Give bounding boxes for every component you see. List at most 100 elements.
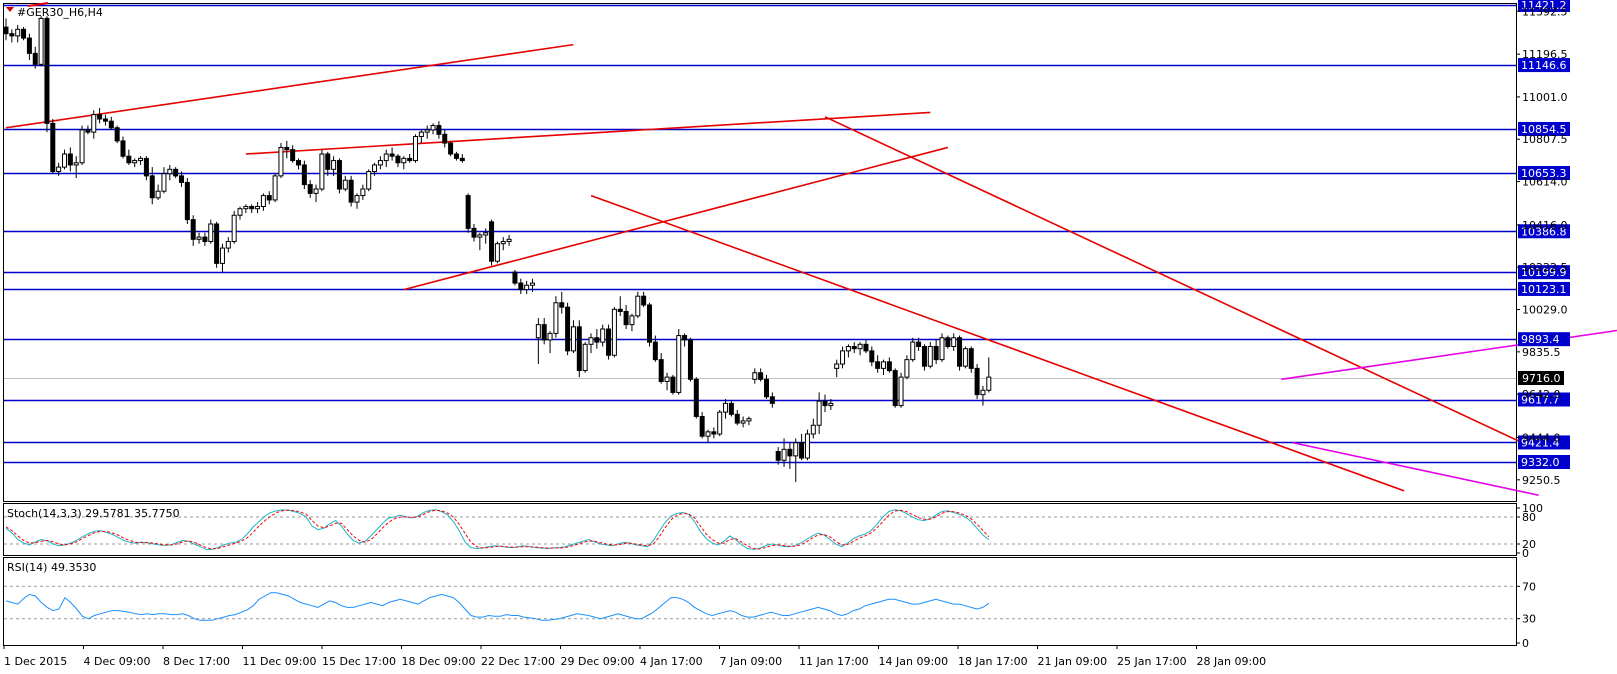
price-tick-label: 10222.5: [1522, 261, 1568, 274]
candle-bull: [752, 372, 758, 380]
candle-bull: [845, 346, 851, 352]
candle-bear: [728, 402, 734, 415]
level-label-box: [1518, 392, 1570, 407]
candle-bull: [962, 348, 968, 367]
candle-bull: [810, 424, 816, 435]
candle-bear: [249, 206, 255, 210]
candle-bull: [781, 448, 787, 461]
candle-bull: [717, 411, 723, 435]
candle-bear: [565, 306, 571, 352]
candle-bull: [834, 363, 840, 369]
candle-bull: [225, 241, 231, 249]
candle-bear: [787, 448, 793, 457]
level-label: 11421.2: [1521, 0, 1567, 12]
candle-bear: [407, 157, 413, 162]
candle-bear: [448, 142, 454, 155]
candle-bull: [319, 153, 325, 190]
candle-bear: [149, 175, 155, 199]
candle-bull: [255, 206, 261, 210]
candle-bull: [383, 153, 389, 162]
candle-bear: [869, 350, 875, 363]
level-label: 11146.6: [1521, 59, 1567, 72]
level-label-box: [1518, 332, 1570, 347]
time-tick-label: 1 Dec 2015: [4, 655, 67, 668]
candle-bull: [15, 28, 21, 37]
candle-bear: [851, 346, 857, 350]
stoch-tick-label: 20: [1522, 538, 1536, 551]
price-tick-label: 11392.5: [1522, 5, 1568, 18]
candle-bull: [980, 389, 986, 396]
trendline-red: [403, 146, 949, 291]
candle-bull: [401, 157, 407, 164]
candle-bear: [266, 195, 272, 201]
candle-bull: [524, 284, 530, 291]
candle-bull: [553, 302, 559, 334]
triangle-down-icon[interactable]: [6, 7, 14, 12]
candle-bear: [799, 442, 805, 459]
level-label-box: [1518, 121, 1570, 136]
candle-bull: [793, 442, 799, 457]
candle-bear: [97, 114, 103, 120]
candle-bull: [38, 17, 44, 65]
candle-bear: [184, 181, 190, 221]
candle-bull: [881, 361, 886, 369]
time-tick-label: 25 Jan 17:00: [1117, 655, 1187, 668]
time-tick-label: 15 Dec 17:00: [322, 655, 396, 668]
level-label: 9421.4: [1521, 436, 1560, 449]
candle-bull: [413, 136, 418, 162]
candle-bull: [354, 195, 360, 203]
candle-bull: [342, 179, 348, 190]
candle-bull: [804, 433, 810, 459]
candle-bull: [500, 241, 506, 245]
candle-bear: [3, 26, 9, 35]
price-labels: 11421.2 11146.6 10854.5 10653.3 10386.8 10199…: [1518, 0, 1570, 469]
candle-bear: [442, 133, 448, 144]
candle-bear: [471, 227, 477, 238]
candle-bear: [290, 149, 296, 162]
candle-bull: [430, 125, 436, 131]
candle-bull: [73, 162, 79, 166]
candle-bear: [968, 348, 974, 369]
candle-bear: [512, 271, 518, 284]
price-tick-label: 9835.5: [1522, 346, 1561, 359]
candle-bull: [664, 376, 670, 383]
candle-bear: [44, 17, 50, 124]
candle-bull: [196, 236, 202, 240]
candle-bull: [600, 328, 606, 343]
candle-bear: [395, 155, 401, 164]
candle-bull: [132, 160, 138, 164]
candle-bull: [535, 324, 541, 339]
level-label-box: [1518, 435, 1570, 450]
candle-bear: [652, 341, 658, 361]
level-label-box: [1518, 0, 1570, 12]
rsi-blue-line: [5, 592, 990, 621]
candle-bull: [477, 234, 483, 238]
candle-bull: [377, 160, 383, 166]
candle-bear: [32, 52, 38, 65]
candle-bear: [974, 367, 980, 396]
candle-bear: [957, 337, 963, 367]
candle-bear: [50, 122, 56, 173]
candle-bull: [313, 188, 319, 194]
level-label: 10123.1: [1521, 283, 1567, 296]
candle-bear: [459, 157, 465, 162]
price-tick-label: 10614.0: [1522, 176, 1568, 189]
level-label-box: [1518, 58, 1570, 73]
stoch-red-line: [5, 509, 990, 550]
level-label: 10199.9: [1521, 266, 1567, 279]
candle-bear: [173, 168, 179, 177]
candle-bull: [705, 431, 711, 437]
time-tick-label: 8 Dec 17:00: [163, 655, 230, 668]
time-tick-label: 21 Jan 09:00: [1038, 655, 1108, 668]
price-tick-label: 11196.5: [1522, 48, 1568, 61]
candle-bear: [453, 153, 459, 159]
candle-bull: [91, 114, 97, 133]
candle-bear: [693, 378, 699, 418]
candle-bear: [886, 361, 892, 372]
candle-bull: [161, 173, 167, 192]
candle-bull: [723, 402, 729, 413]
candle-bear: [916, 341, 922, 348]
trendline-red: [5, 43, 574, 129]
candle-bear: [670, 376, 676, 393]
